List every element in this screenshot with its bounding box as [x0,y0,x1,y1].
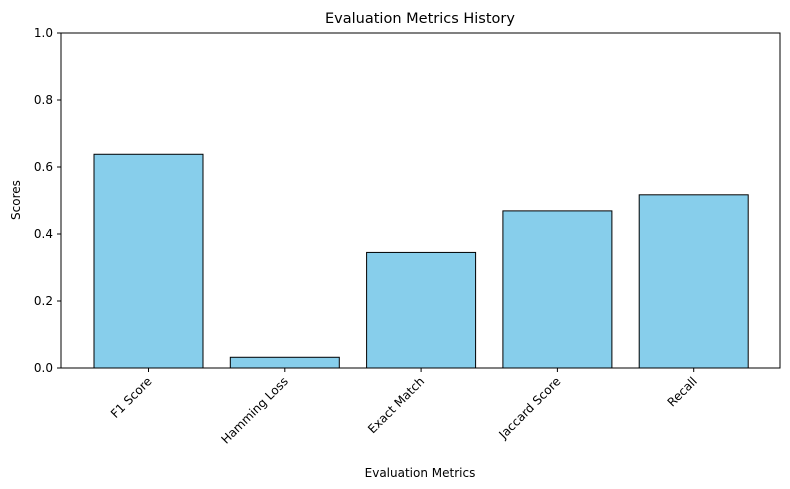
x-tick-label: Jaccard Score [495,374,563,442]
y-tick-label: 0.2 [34,294,53,308]
x-tick-label: F1 Score [108,374,155,421]
y-tick-label: 0.8 [34,93,53,107]
y-tick-label: 0.6 [34,160,53,174]
bar-jaccard-score [502,210,613,369]
y-axis-ticks: 0.0 0.2 0.4 0.6 0.8 1.0 [34,26,61,375]
bar-recall [638,194,749,369]
y-axis-label: Scores [9,180,23,220]
chart-title: Evaluation Metrics History [325,11,515,27]
y-tick-label: 0.4 [34,227,53,241]
bar-hamming-loss [229,356,340,369]
x-tick-label: Exact Match [365,374,427,436]
bars-group [93,153,749,369]
bar-f1-score [93,153,204,369]
x-axis-label: Evaluation Metrics [365,466,476,480]
y-tick-label: 1.0 [34,26,53,40]
x-tick-label: Recall [665,374,700,409]
plot-frame [60,32,781,369]
y-tick-label: 0.0 [34,361,53,375]
x-tick-label: Hamming Loss [218,374,290,446]
bar-exact-match [366,251,477,369]
x-axis-ticks: F1 Score Hamming Loss Exact Match Jaccard S… [108,368,700,447]
